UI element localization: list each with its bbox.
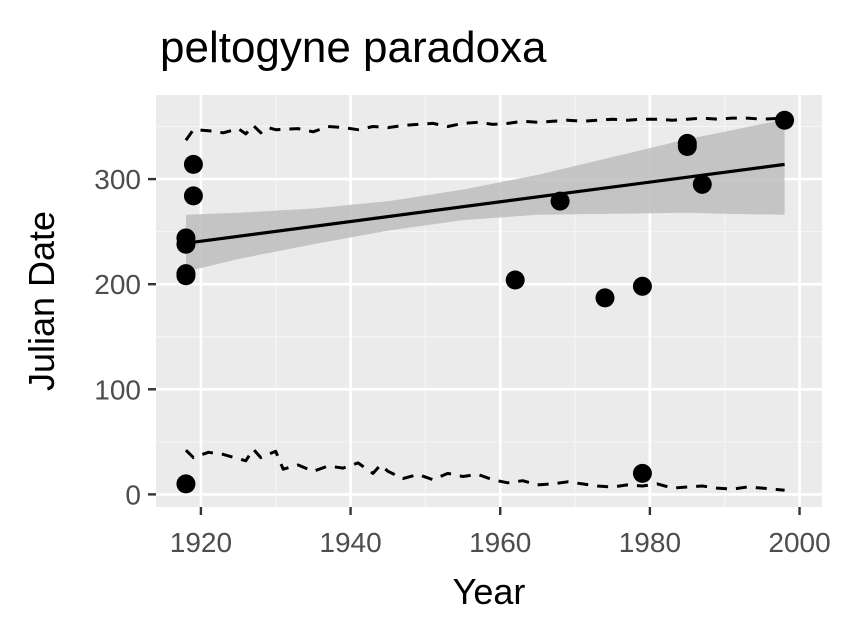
data-point	[505, 270, 525, 290]
x-tick-label: 1960	[469, 527, 531, 558]
y-tick-label: 100	[94, 374, 141, 405]
data-point	[550, 191, 570, 211]
points-layer	[176, 110, 795, 494]
data-point	[176, 228, 196, 248]
x-axis-label: Year	[453, 571, 526, 612]
trend-line	[185, 162, 785, 245]
x-tick-label: 1920	[170, 527, 232, 558]
x-tick-label: 2000	[768, 527, 830, 558]
trend-line-layer	[185, 162, 785, 245]
y-axis-label: Julian Date	[21, 211, 62, 391]
data-point	[176, 264, 196, 284]
data-point	[595, 288, 615, 308]
y-tick-label: 300	[94, 164, 141, 195]
x-axis: 1920 1940 1960 1980 2000	[170, 507, 831, 558]
data-point	[692, 174, 712, 194]
upper-dashed-line	[184, 116, 785, 142]
confidence-band-layer	[185, 119, 785, 272]
x-tick-label: 1940	[319, 527, 381, 558]
confidence-band	[185, 119, 785, 272]
y-tick-label: 200	[94, 269, 141, 300]
y-tick-label: 0	[125, 479, 141, 510]
data-point	[632, 463, 652, 483]
data-point	[176, 474, 196, 494]
y-axis: 0 100 200 300	[94, 164, 156, 510]
x-tick-label: 1980	[619, 527, 681, 558]
data-point	[183, 154, 203, 174]
data-point	[632, 276, 652, 296]
chart-title: peltogyne paradoxa	[160, 23, 547, 72]
dashed-lines-layer	[184, 116, 785, 492]
data-point	[183, 186, 203, 206]
data-point	[677, 133, 697, 153]
lower-dashed-line	[184, 447, 785, 492]
data-point	[775, 110, 795, 130]
